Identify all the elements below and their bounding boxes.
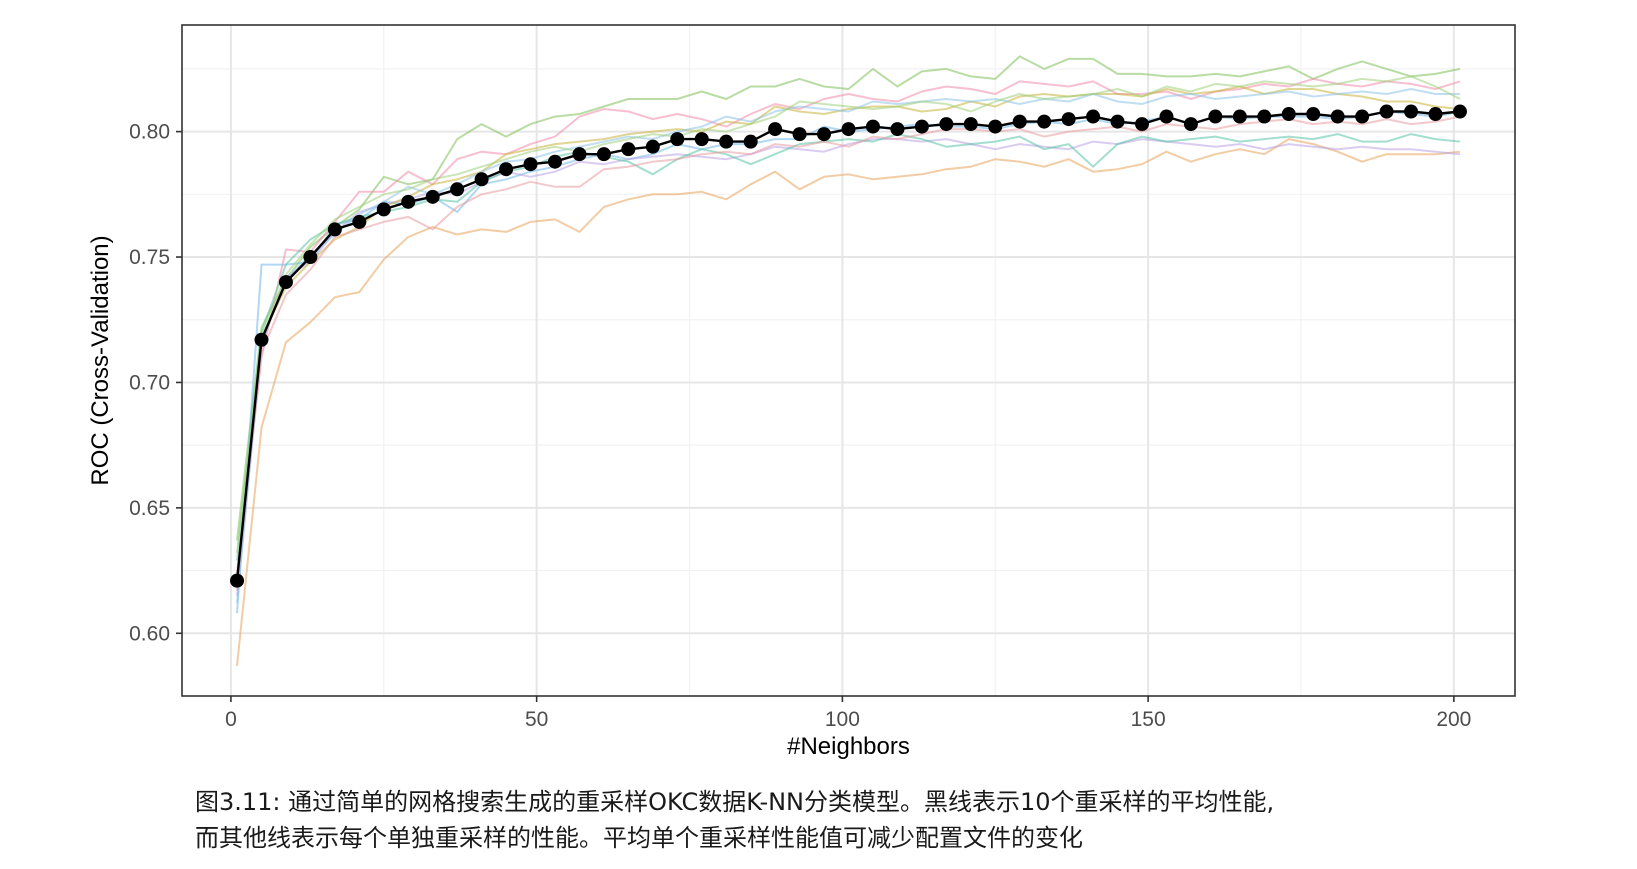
mean-point	[278, 275, 293, 290]
mean-point	[645, 139, 660, 154]
x-tick-label: 0	[225, 708, 237, 731]
mean-point	[425, 189, 440, 204]
mean-point	[254, 332, 269, 347]
mean-point	[1159, 109, 1174, 124]
mean-point	[523, 157, 538, 172]
mean-point	[303, 250, 318, 265]
mean-point	[1355, 109, 1370, 124]
y-tick-label: 0.80	[129, 121, 170, 144]
resample-line-6	[236, 133, 1461, 561]
resample-line-2	[236, 55, 1461, 541]
mean-point	[792, 127, 807, 142]
mean-point	[499, 162, 514, 177]
y-axis-title: ROC (Cross-Validation)	[87, 235, 114, 485]
mean-point	[1452, 104, 1467, 119]
mean-point	[352, 214, 367, 229]
mean-point	[914, 119, 929, 134]
y-tick-label: 0.60	[129, 622, 170, 645]
y-tick-label: 0.75	[129, 246, 170, 269]
mean-point	[1183, 117, 1198, 132]
mean-point	[988, 119, 1003, 134]
resample-line-3	[236, 77, 1461, 574]
mean-point	[890, 122, 905, 137]
mean-point	[1086, 109, 1101, 124]
mean-point	[768, 122, 783, 137]
mean-point	[1061, 112, 1076, 127]
mean-point	[1404, 104, 1419, 119]
mean-point	[401, 194, 416, 209]
resample-lines	[236, 55, 1461, 667]
roc-line-chart: 0 50 100 150 200 0.60 0.65 0.70 0.75 0.80 #Neigh…	[87, 24, 1516, 760]
mean-point	[1281, 107, 1296, 122]
x-tick-label: 200	[1436, 708, 1471, 731]
resample-line-4	[236, 110, 1461, 614]
mean-point	[1232, 109, 1247, 124]
mean-point	[1110, 114, 1125, 129]
mean-point	[1208, 109, 1223, 124]
resample-line-10	[236, 75, 1461, 554]
y-axis: 0.60 0.65 0.70 0.75 0.80	[129, 121, 182, 645]
caption-line-2: 而其他线表示每个单独重采样的性能。平均单个重采样性能值可减少配置文件的变化	[195, 824, 1083, 852]
mean-point	[547, 154, 562, 169]
x-tick-label: 100	[825, 708, 860, 731]
mean-point	[1037, 114, 1052, 129]
mean-point	[230, 573, 245, 588]
mean-point	[1257, 109, 1272, 124]
mean-point	[841, 122, 856, 137]
mean-point	[1306, 107, 1321, 122]
x-tick-label: 150	[1131, 708, 1166, 731]
mean-point	[1135, 117, 1150, 132]
mean-point	[1012, 114, 1027, 129]
x-axis: 0 50 100 150 200	[225, 696, 1471, 731]
resample-line-7	[236, 85, 1461, 584]
mean-point	[743, 134, 758, 149]
mean-point	[939, 117, 954, 132]
mean-point	[376, 202, 391, 217]
mean-point	[694, 132, 709, 147]
panel-border	[181, 24, 1516, 697]
resample-line-1	[236, 138, 1461, 667]
mean-point	[1330, 109, 1345, 124]
caption-line-1: 图3.11: 通过简单的网格搜索生成的重采样OKC数据K-NN分类模型。黑线表示…	[195, 788, 1275, 816]
y-tick-label: 0.70	[129, 371, 170, 394]
mean-point	[1379, 104, 1394, 119]
x-axis-title: #Neighbors	[787, 733, 910, 760]
mean-point	[327, 222, 342, 237]
y-tick-label: 0.65	[129, 497, 170, 520]
resample-line-5	[236, 138, 1461, 596]
mean-point	[670, 132, 685, 147]
resample-line-9	[236, 88, 1460, 604]
mean-point	[865, 119, 880, 134]
mean-point	[474, 172, 489, 187]
mean-point	[596, 147, 611, 162]
mean-point	[1428, 107, 1443, 122]
x-tick-label: 50	[525, 708, 548, 731]
resample-line-8	[236, 115, 1461, 591]
mean-point	[817, 127, 832, 142]
mean-point	[621, 142, 636, 157]
mean-points	[230, 104, 1467, 588]
mean-point	[572, 147, 587, 162]
major-gridlines	[182, 25, 1515, 696]
mean-point	[450, 182, 465, 197]
figure-caption: 图3.11: 通过简单的网格搜索生成的重采样OKC数据K-NN分类模型。黑线表示…	[195, 784, 1575, 856]
mean-point	[719, 134, 734, 149]
mean-point	[963, 117, 978, 132]
